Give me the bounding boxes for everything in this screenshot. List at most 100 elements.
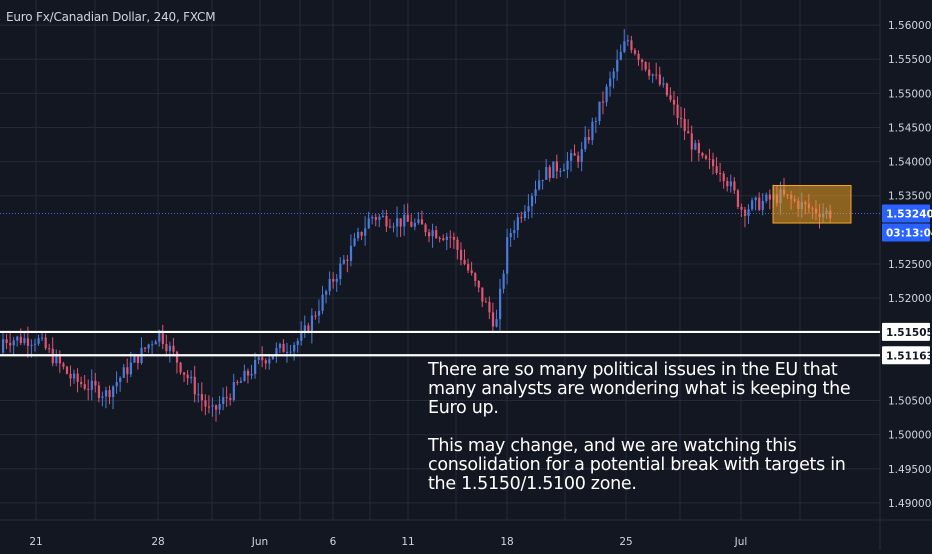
candle-up	[623, 41, 626, 52]
candle-down	[491, 312, 495, 327]
candle-up	[73, 373, 76, 379]
consolidation-zone[interactable]	[772, 184, 852, 224]
candle-up	[310, 315, 314, 332]
candle-down	[207, 406, 211, 408]
candle-down	[672, 99, 676, 105]
candle-up	[254, 359, 257, 374]
candle-up	[147, 344, 150, 349]
candle-up	[523, 211, 527, 219]
candle-up	[33, 343, 37, 345]
candle-down	[108, 390, 111, 398]
candle-up	[328, 278, 331, 292]
candle-down	[665, 83, 669, 96]
candle-down	[467, 263, 470, 271]
candle-down	[406, 214, 409, 222]
x-axis-tick-label: 21	[29, 536, 42, 548]
candle-down	[577, 155, 580, 162]
candle-down	[573, 153, 576, 156]
x-axis-tick-label: 11	[401, 536, 414, 548]
candle-up	[495, 319, 498, 327]
y-axis-tick-label: 1.49500	[888, 464, 931, 476]
y-axis-tick-label: 1.54500	[888, 122, 931, 134]
candle-down	[644, 62, 647, 70]
candle-up	[729, 181, 732, 187]
candle-down	[708, 158, 711, 160]
candle-up	[541, 179, 544, 181]
candle-down	[44, 337, 47, 349]
candle-up	[158, 330, 161, 342]
candle-down	[374, 216, 377, 220]
candle-down	[655, 74, 658, 76]
y-axis-tick-label: 1.49000	[888, 498, 931, 510]
candle-up	[538, 180, 541, 190]
candle-down	[200, 394, 203, 401]
candle-up	[151, 344, 154, 346]
candle-down	[488, 301, 491, 313]
candle-up	[651, 74, 654, 76]
candle-down	[225, 397, 228, 399]
annotation-paragraph-2: This may change, and we are watching thi…	[428, 436, 846, 494]
candle-down	[410, 221, 413, 227]
candle-down	[172, 345, 175, 352]
candle-down	[420, 219, 424, 225]
candle-down	[520, 217, 523, 219]
candle-down	[736, 190, 740, 207]
current-price-badge-text: 1.53240	[886, 208, 932, 220]
candle-up	[445, 236, 448, 240]
candle-up	[112, 386, 115, 398]
candle-down	[712, 159, 715, 167]
current-price-badge	[882, 204, 930, 223]
candle-up	[133, 355, 136, 363]
candle-up	[342, 259, 345, 264]
x-axis-tick-label: Jun	[251, 536, 268, 548]
candle-down	[435, 230, 438, 239]
candle-up	[122, 367, 125, 378]
candle-down	[215, 405, 218, 410]
candle-up	[761, 200, 764, 210]
candle-down	[690, 133, 693, 150]
candle-up	[609, 78, 612, 87]
candle-up	[303, 325, 306, 333]
candle-up	[317, 310, 321, 316]
candle-up	[37, 338, 40, 344]
candle-up	[41, 337, 44, 339]
candle-down	[722, 173, 725, 182]
candle-down	[175, 351, 179, 363]
candle-up	[378, 216, 381, 220]
candle-up	[168, 345, 172, 352]
annotation-paragraph-1: There are so many political issues in th…	[428, 360, 851, 418]
candle-up	[339, 263, 342, 279]
candle-down	[641, 59, 644, 63]
candle-down	[630, 40, 633, 51]
candle-down	[360, 231, 363, 236]
candle-up	[417, 219, 420, 223]
candle-up	[364, 228, 367, 236]
candle-down	[637, 53, 640, 60]
candle-down	[442, 238, 445, 240]
countdown-badge	[882, 223, 930, 242]
candle-up	[293, 344, 296, 352]
candle-up	[12, 340, 15, 346]
candle-up	[296, 340, 299, 345]
candle-up	[90, 380, 93, 390]
y-axis-tick-label: 1.55000	[888, 88, 931, 100]
candle-down	[161, 330, 164, 345]
candle-down	[459, 249, 463, 260]
lower-level-badge-text: 1.51163	[886, 350, 932, 362]
candle-up	[381, 215, 385, 217]
y-axis-tick-label: 1.52000	[888, 293, 931, 305]
candle-down	[719, 172, 722, 174]
candle-down	[9, 342, 12, 346]
candle-down	[19, 336, 22, 344]
candle-up	[268, 359, 271, 364]
candle-down	[94, 380, 97, 386]
candle-up	[325, 291, 328, 295]
y-axis-tick-label: 1.52500	[888, 259, 931, 271]
candle-down	[424, 224, 427, 233]
candle-up	[232, 381, 235, 400]
candle-up	[101, 396, 104, 398]
candle-down	[733, 181, 736, 191]
candle-up	[218, 404, 221, 410]
